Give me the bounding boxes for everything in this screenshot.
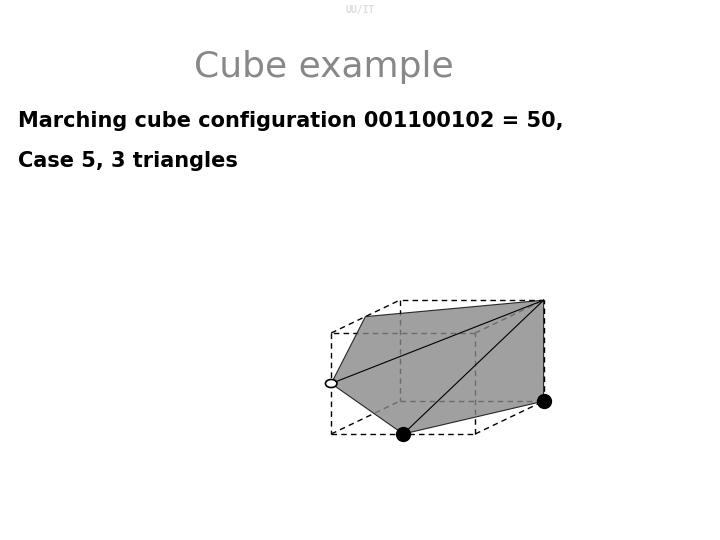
Text: UU/IT: UU/IT [346,5,374,15]
Text: Cube example: Cube example [194,50,454,84]
Point [397,430,409,438]
Circle shape [325,380,337,388]
Text: Case 5, 3 triangles: Case 5, 3 triangles [18,151,238,171]
Polygon shape [331,300,544,434]
Point [538,397,549,406]
Text: Marching cube configuration 001100102 = 50,: Marching cube configuration 001100102 = … [18,111,564,131]
